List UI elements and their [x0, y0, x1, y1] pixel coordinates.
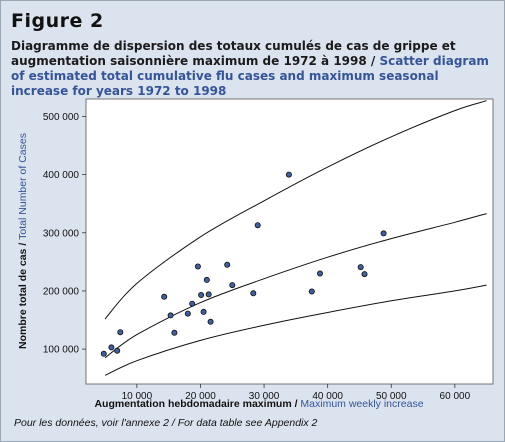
data-point — [198, 291, 205, 298]
y-tick-label: 200 000 — [43, 286, 80, 297]
caption-french: Diagramme de dispersion des totaux cumul… — [11, 39, 456, 68]
data-point — [171, 329, 178, 336]
x-axis-title-english: Maximum weekly increase — [300, 398, 423, 410]
x-tick-label: 50 000 — [376, 391, 407, 402]
y-tick-label: 100 000 — [43, 345, 80, 356]
data-point — [117, 329, 124, 336]
x-tick-label: 60 000 — [440, 391, 471, 402]
y-axis-title: Nombre total de cas / Total Number of Ca… — [17, 133, 29, 349]
x-axis-title-separator: / — [292, 398, 301, 410]
data-point — [361, 271, 368, 278]
data-point — [205, 291, 212, 298]
figure-label: Figure 2 — [11, 10, 104, 32]
x-tick-label: 20 000 — [185, 391, 216, 402]
data-point — [254, 222, 261, 229]
data-point — [200, 308, 207, 315]
caption-english: Scatter diagram of estimated total cumul… — [11, 54, 489, 98]
data-point — [308, 288, 315, 295]
data-point — [224, 261, 231, 268]
data-point — [357, 264, 364, 271]
points-layer — [100, 171, 387, 357]
figure-caption: Diagramme de dispersion des totaux cumul… — [11, 39, 496, 99]
data-point — [189, 300, 196, 307]
data-point — [203, 276, 210, 283]
curve-upper — [104, 100, 487, 320]
y-tick-label: 300 000 — [43, 228, 80, 239]
x-tick-label: 40 000 — [312, 391, 343, 402]
data-point — [114, 347, 121, 354]
y-axis-title-separator: / — [17, 240, 29, 249]
curve-lower — [104, 284, 487, 376]
x-axis-title: Augmentation hebdomadaire maximum / Maxi… — [94, 398, 423, 410]
data-point — [207, 318, 214, 325]
data-point — [316, 270, 323, 277]
data-point — [161, 293, 168, 300]
caption-separator: / — [366, 54, 380, 68]
footnote: Pour les données, voir l'annexe 2 / For … — [14, 417, 318, 429]
data-point — [194, 263, 201, 270]
data-point — [380, 230, 387, 237]
data-point — [229, 282, 236, 289]
y-axis: 100 000 200 000 300 000 400 000 500 000 — [43, 112, 86, 356]
data-point — [184, 310, 191, 317]
data-point — [250, 290, 257, 297]
y-axis-title-english: Total Number of Cases — [17, 133, 29, 240]
x-tick-label: 10 000 — [122, 391, 153, 402]
x-axis: 10 000 20 000 30 000 40 000 50 000 60 000 — [122, 384, 471, 402]
x-tick-label: 30 000 — [249, 391, 280, 402]
data-point — [285, 171, 292, 178]
curve-fit — [104, 213, 487, 359]
y-tick-label: 400 000 — [43, 170, 80, 181]
data-point — [108, 344, 115, 351]
y-tick-label: 500 000 — [43, 112, 80, 123]
plot-area — [85, 98, 494, 385]
y-axis-title-french: Nombre total de cas — [17, 248, 29, 349]
curves-layer — [104, 100, 487, 376]
x-axis-title-french: Augmentation hebdomadaire maximum — [94, 398, 291, 410]
data-point — [100, 350, 107, 357]
data-point — [167, 312, 174, 319]
